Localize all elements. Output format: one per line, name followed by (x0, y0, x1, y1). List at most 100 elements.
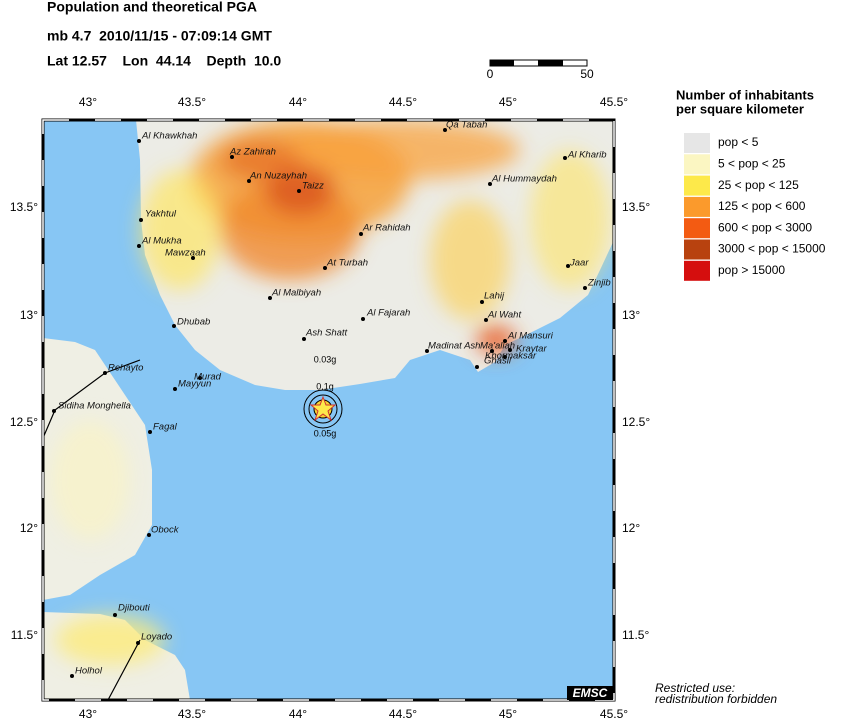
city-label: Qa Tabah (446, 120, 487, 131)
lon-label: 44.5° (389, 707, 417, 721)
lon-label: 43° (79, 95, 97, 109)
city-label: An Nuzayhah (249, 171, 307, 182)
city-label: Jaar (569, 258, 589, 269)
city-label: Az Zahirah (229, 147, 276, 158)
lon-label: 45.5° (600, 95, 628, 109)
city-marker (583, 286, 587, 290)
lat-label: 12° (622, 521, 640, 535)
city-label: Mayyun (178, 379, 211, 390)
map-frame-pattern (42, 119, 615, 701)
lat-label: 12.5° (10, 415, 38, 429)
title: Population and theoretical PGA (47, 0, 257, 15)
city-marker (191, 256, 195, 260)
city-label: Yakhtul (145, 209, 177, 220)
city-label: Al Mukha (141, 236, 182, 247)
city-label: Fagal (153, 422, 178, 433)
lon-label: 44° (289, 95, 307, 109)
city-marker (503, 339, 507, 343)
city-label: Al Hummaydah (491, 174, 557, 185)
lon-label: 43.5° (178, 707, 206, 721)
lat-label: 13.5° (622, 200, 650, 214)
city-marker (103, 371, 107, 375)
legend-label: 5 < pop < 25 (718, 156, 786, 170)
city-marker (173, 387, 177, 391)
credit-box (567, 686, 613, 700)
city-label: Al Mansuri (507, 331, 554, 342)
city-label: At Turbah (326, 258, 368, 269)
lon-label: 43° (79, 707, 97, 721)
city-label: Holhol (75, 666, 103, 677)
legend-label: pop > 15000 (718, 263, 785, 277)
lat-label: 11.5° (11, 628, 38, 642)
legend-swatch (684, 154, 710, 175)
city-label: Zinjib (587, 278, 611, 289)
city-marker (139, 218, 143, 222)
city-label: Ar Rahidah (362, 223, 411, 234)
city-marker (323, 266, 327, 270)
pga-label: 0.1g (316, 381, 334, 391)
city-label: Al Kharib (567, 150, 607, 161)
legend-label: 600 < pop < 3000 (718, 220, 812, 234)
city-marker (52, 409, 56, 413)
lon-label: 43.5° (178, 95, 206, 109)
city-label: Obock (151, 525, 180, 536)
scale-label: 50 (580, 67, 594, 81)
city-label: Al Fajarah (366, 308, 410, 319)
city-marker (172, 324, 176, 328)
city-marker (302, 337, 306, 341)
pga-label: 0.03g (314, 354, 337, 364)
legend-swatch (684, 175, 710, 196)
city-label: Lahij (484, 291, 505, 302)
city-marker (147, 533, 151, 537)
pga-label: 0.05g (314, 428, 337, 438)
legend-label: pop < 5 (718, 135, 759, 149)
city-label: Ghasil (484, 356, 512, 367)
lat-label: 11.5° (622, 628, 649, 642)
border-line (43, 359, 141, 439)
city-marker (137, 139, 141, 143)
notice: redistribution forbidden (655, 692, 777, 706)
city-label: Khormaksar (485, 351, 537, 362)
legend-title: Number of inhabitants (676, 87, 814, 102)
location-info: Lat 12.57 Lon 44.14 Depth 10.0 (47, 53, 281, 69)
border-line (107, 639, 141, 700)
credit: EMSC (573, 686, 608, 700)
city-marker (247, 179, 251, 183)
map-area (43, 120, 614, 700)
city-marker (136, 641, 140, 645)
legend-label: 125 < pop < 600 (718, 199, 806, 213)
city-marker (70, 674, 74, 678)
event-info: mb 4.7 2010/11/15 - 07:09:14 GMT (47, 28, 272, 44)
city-label: Ma'allah (480, 341, 515, 352)
city-marker (230, 155, 234, 159)
city-marker (490, 349, 494, 353)
city-marker (503, 355, 507, 359)
scale-bar (489, 59, 588, 67)
city-marker (297, 189, 301, 193)
lon-label: 44° (289, 707, 307, 721)
city-label: Djibouti (118, 603, 151, 614)
legend-swatch (684, 239, 710, 260)
city-label: Rehayto (108, 363, 143, 374)
legend-swatch (684, 218, 710, 239)
city-label: Sidiha Monghella (58, 401, 131, 412)
city-label: Ash Shatt (305, 328, 348, 339)
legend-label: 25 < pop < 125 (718, 178, 799, 192)
city-marker (563, 156, 567, 160)
lon-label: 45.5° (600, 707, 628, 721)
city-marker (361, 317, 365, 321)
city-marker (475, 365, 479, 369)
lon-label: 44.5° (389, 95, 417, 109)
epicenter (303, 389, 343, 429)
city-label: Al Khawkhah (141, 131, 197, 142)
city-marker (443, 128, 447, 132)
notice: Restricted use: (655, 681, 735, 695)
city-marker (268, 296, 272, 300)
legend-title: per square kilometer (676, 101, 804, 116)
city-marker (359, 232, 363, 236)
lat-label: 13° (622, 308, 640, 322)
lat-label: 13° (20, 308, 38, 322)
city-label: Al Waht (487, 310, 521, 321)
